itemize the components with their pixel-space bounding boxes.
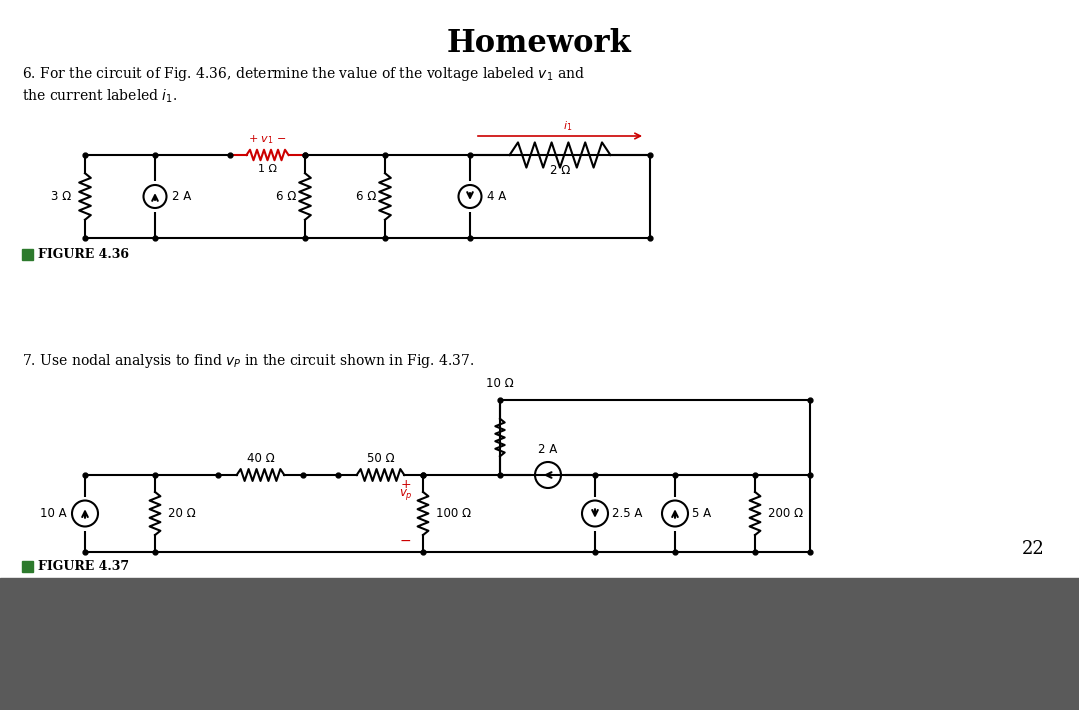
Text: 1 Ω: 1 Ω <box>258 164 277 174</box>
Text: Homework: Homework <box>447 28 632 59</box>
Text: 2 A: 2 A <box>538 443 558 456</box>
Text: + $v_1$ $-$: + $v_1$ $-$ <box>248 133 287 146</box>
Text: 5 A: 5 A <box>692 507 711 520</box>
Text: 2 Ω: 2 Ω <box>550 164 570 177</box>
Bar <box>22 561 33 572</box>
Text: $v_p$: $v_p$ <box>399 487 413 502</box>
Text: 40 Ω: 40 Ω <box>247 452 274 465</box>
Text: 6 Ω: 6 Ω <box>356 190 375 203</box>
Text: 6. For the circuit of Fig. 4.36, determine the value of the voltage labeled $v_1: 6. For the circuit of Fig. 4.36, determi… <box>22 65 585 83</box>
Text: 20 Ω: 20 Ω <box>168 507 195 520</box>
Text: −: − <box>399 534 411 548</box>
Text: 3 Ω: 3 Ω <box>51 190 71 203</box>
Text: 10 A: 10 A <box>40 507 67 520</box>
Text: 100 Ω: 100 Ω <box>436 507 472 520</box>
Text: 4 A: 4 A <box>487 190 506 203</box>
Text: FIGURE 4.36: FIGURE 4.36 <box>38 248 129 261</box>
Text: 2 A: 2 A <box>172 190 191 203</box>
Text: 50 Ω: 50 Ω <box>367 452 394 465</box>
Text: 2.5 A: 2.5 A <box>612 507 642 520</box>
Bar <box>0 578 1079 710</box>
Text: the current labeled $i_1$.: the current labeled $i_1$. <box>22 88 177 105</box>
Text: 200 Ω: 200 Ω <box>768 507 803 520</box>
Text: 10 Ω: 10 Ω <box>487 377 514 390</box>
Text: 22: 22 <box>1022 540 1044 558</box>
Text: $i_1$: $i_1$ <box>563 119 573 133</box>
Bar <box>22 249 33 260</box>
Text: 6 Ω: 6 Ω <box>275 190 296 203</box>
Text: 7. Use nodal analysis to find $v_P$ in the circuit shown in Fig. 4.37.: 7. Use nodal analysis to find $v_P$ in t… <box>22 352 474 370</box>
Text: +: + <box>400 478 411 491</box>
Text: FIGURE 4.37: FIGURE 4.37 <box>38 560 129 573</box>
